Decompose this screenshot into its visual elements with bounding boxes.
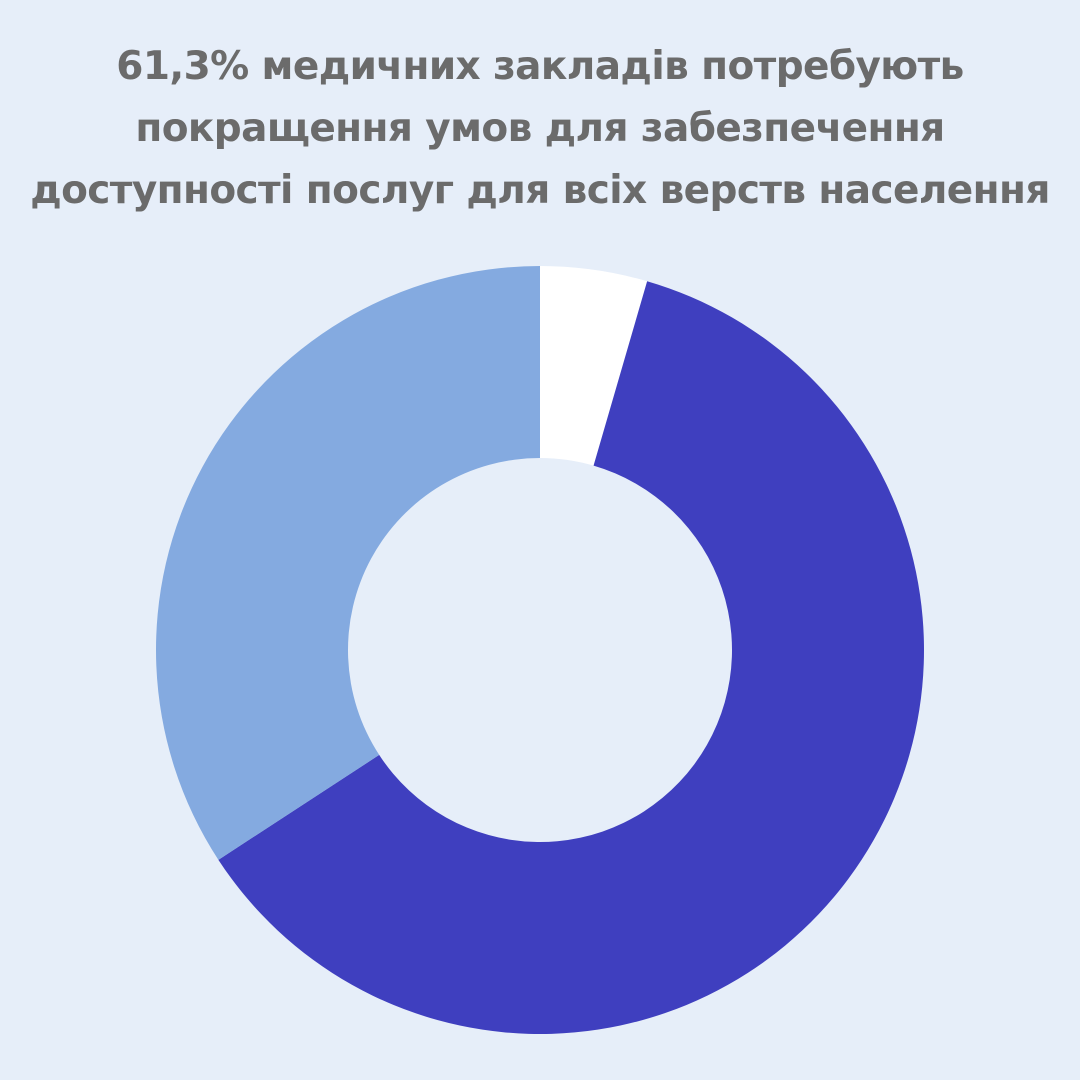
chart-title: 61,3% медичних закладів потребують покра…: [0, 36, 1080, 222]
donut-slice-1: [540, 266, 648, 466]
donut-slice-2: [218, 281, 925, 1035]
chart-title-line-1: 61,3% медичних закладів потребують: [116, 44, 964, 89]
chart-title-line-3: доступності послуг для всіх верств насел…: [30, 168, 1050, 213]
donut-slice-3: [155, 266, 541, 860]
chart-title-line-2: покращення умов для забезпечення: [135, 106, 945, 151]
